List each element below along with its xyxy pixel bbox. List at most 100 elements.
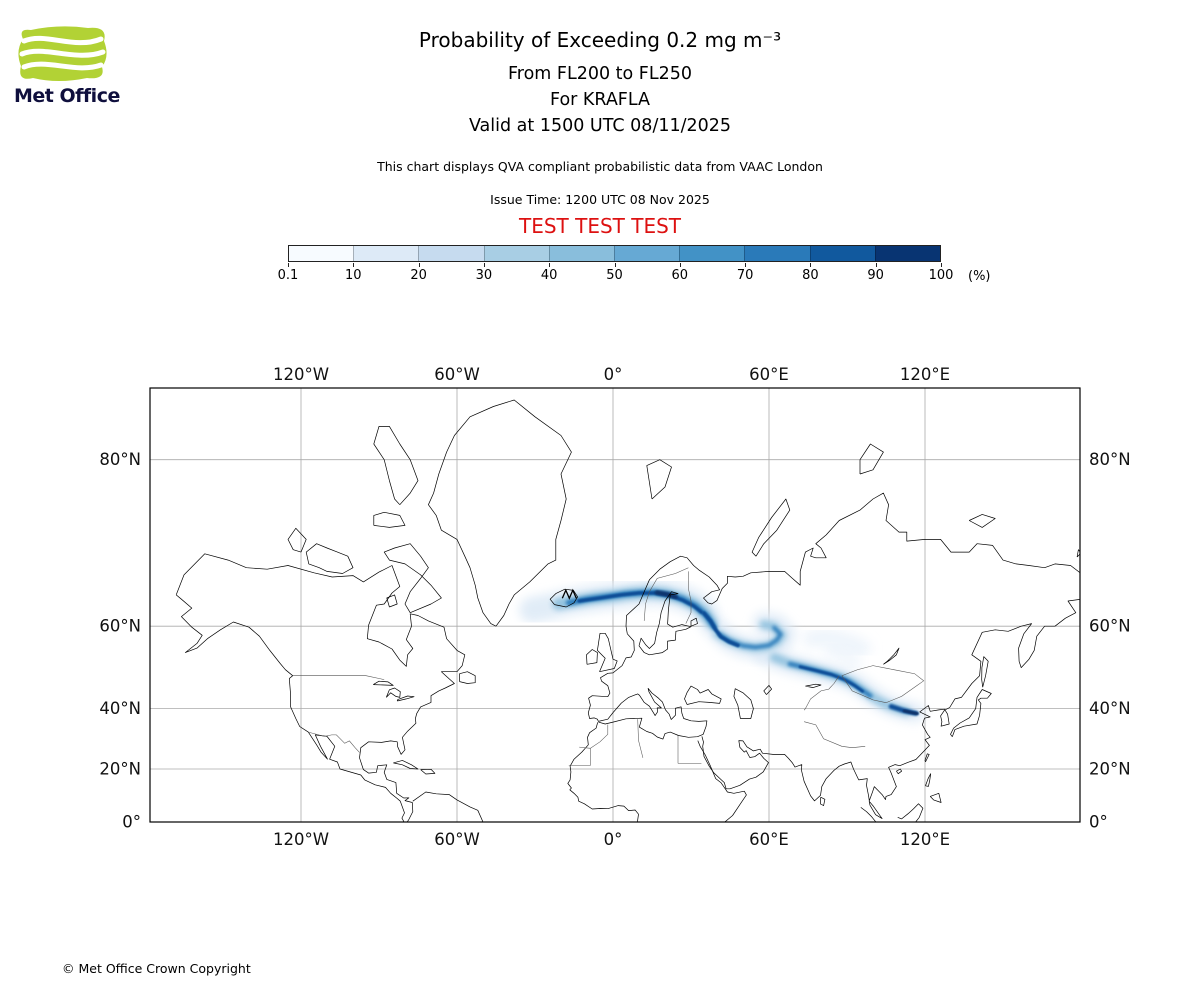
coastline-baffin-island	[383, 543, 442, 614]
colorbar-segment	[874, 246, 941, 261]
coastlines	[175, 399, 1080, 822]
plume-stroke	[577, 591, 704, 614]
plume-stroke	[798, 665, 865, 693]
colorbar-segment	[809, 246, 875, 261]
coastline-lake-balkhash	[805, 683, 822, 688]
border-india-china	[804, 721, 866, 748]
test-banner: TEST TEST TEST	[518, 214, 681, 238]
colorbar-tick-mark	[875, 263, 877, 267]
coastline-lake-superior	[373, 680, 394, 686]
colorbar-segment	[418, 246, 484, 261]
colorbar-tick-label: 50	[606, 268, 623, 283]
coastline-banks-island	[287, 527, 307, 553]
map-frame	[149, 387, 1081, 823]
met-office-wordmark: Met Office	[14, 85, 120, 107]
coastline-new-siberian-islands	[969, 514, 996, 528]
coastline-sri-lanka	[820, 796, 826, 806]
coastline-lake-ladoga	[690, 617, 698, 627]
coastline-red-sea-africa-horn	[697, 740, 747, 822]
lat-label-right: 60°N	[1089, 617, 1131, 636]
lon-label-bottom: 120°E	[900, 830, 950, 849]
coastline-lake-erie-ontario	[396, 695, 415, 702]
coastline-ellesmere-island	[373, 426, 419, 505]
qva-note: This chart displays QVA compliant probab…	[377, 159, 823, 174]
plume-stroke	[824, 643, 862, 668]
colorbar-tick-label: 20	[410, 268, 427, 283]
colorbar-tick-mark	[353, 263, 355, 267]
coastline-great-britain	[597, 632, 618, 673]
ash-plume	[519, 579, 925, 723]
border-finland-russia	[685, 571, 692, 624]
coastline-japan	[950, 689, 992, 737]
chart-title: Probability of Exceeding 0.2 mg m⁻³	[418, 28, 782, 52]
border-us-mexico	[308, 731, 360, 753]
lat-label-left: 60°N	[99, 617, 141, 636]
coastline-svalbard	[646, 459, 672, 500]
coastline-europe-atlantic	[587, 633, 635, 722]
plume-stroke	[902, 709, 919, 716]
plume-stroke	[802, 629, 871, 657]
lat-label-left: 80°N	[99, 450, 141, 469]
coastline-asia-pacific-india-arabia	[701, 598, 1080, 819]
country-borders	[292, 567, 925, 766]
coastline-cuba	[393, 760, 419, 770]
border-wsahara-horizontal	[579, 746, 591, 749]
colorbar-tick-label: 80	[802, 268, 819, 283]
lat-label-right: 80°N	[1089, 450, 1131, 469]
colorbar-segment	[289, 246, 354, 261]
border-tunisia-libya	[637, 719, 644, 758]
colorbar-tick-mark	[679, 263, 681, 267]
colorbar-segment	[353, 246, 419, 261]
coastline-sakhalin	[981, 656, 989, 688]
lon-label-bottom: 120°W	[273, 830, 329, 849]
colorbar-segment	[679, 246, 745, 261]
border-mongolia	[841, 665, 925, 703]
coastline-africa-west	[567, 722, 639, 822]
chart-subtitle-valid-time: Valid at 1500 UTC 08/11/2025	[468, 116, 732, 136]
colorbar-tick-label: 60	[671, 268, 689, 283]
colorbar-tick-label: 100	[928, 268, 954, 283]
colorbar-tick-mark	[941, 263, 942, 267]
plume-stroke	[702, 611, 740, 648]
coastline-lake-michigan-huron	[385, 687, 401, 698]
coastline-newfoundland	[459, 671, 476, 684]
lon-label-top: 60°W	[434, 365, 480, 384]
coastline-southampton-island	[386, 594, 398, 608]
coastline-victoria-island	[305, 543, 354, 574]
coastline-lake-baikal	[883, 647, 900, 665]
chart-subtitle-volcano: For KRAFLA	[550, 90, 650, 110]
coastline-caspian-sea	[733, 688, 754, 719]
colorbar-tick-mark	[549, 263, 551, 267]
met-office-logo: Met Office	[14, 24, 130, 107]
colorbar-segment	[614, 246, 680, 261]
colorbar-tick-label: 40	[540, 268, 558, 283]
colorbar-tick-mark	[418, 263, 420, 267]
colorbar-tick-mark	[483, 263, 485, 267]
issue-time-text: Issue Time: 1200 UTC 08 Nov 2025	[490, 192, 710, 207]
lon-label-bottom: 60°E	[749, 830, 789, 849]
coastline-novaya-zemlya	[751, 498, 791, 557]
lat-label-left: 0°	[122, 813, 141, 832]
logo-wave-2	[19, 48, 106, 58]
coastline-black-sea	[684, 685, 722, 705]
coastline-mindanao	[929, 792, 942, 803]
colorbar-tick-label: 0.1	[277, 268, 299, 283]
coastline-luzon	[925, 773, 932, 787]
border-kazakh-china	[803, 675, 840, 711]
coastline-aral-sea	[763, 685, 772, 695]
coastline-hispaniola	[420, 768, 436, 775]
colorbar-segment	[483, 246, 549, 261]
lat-label-right: 20°N	[1089, 760, 1131, 779]
colorbar-tick-label: 10	[345, 268, 362, 283]
coastline-borneo	[897, 803, 924, 822]
coastline-hainan	[896, 768, 902, 775]
lon-label-top: 60°E	[749, 365, 789, 384]
colorbar-tick-mark	[288, 263, 289, 267]
border-us-canada	[292, 675, 385, 680]
probability-colorbar	[288, 245, 941, 262]
colorbar-tick-label: 90	[867, 268, 884, 283]
volcano-marker	[561, 588, 577, 600]
colorbar-tick-label: 30	[475, 268, 493, 283]
